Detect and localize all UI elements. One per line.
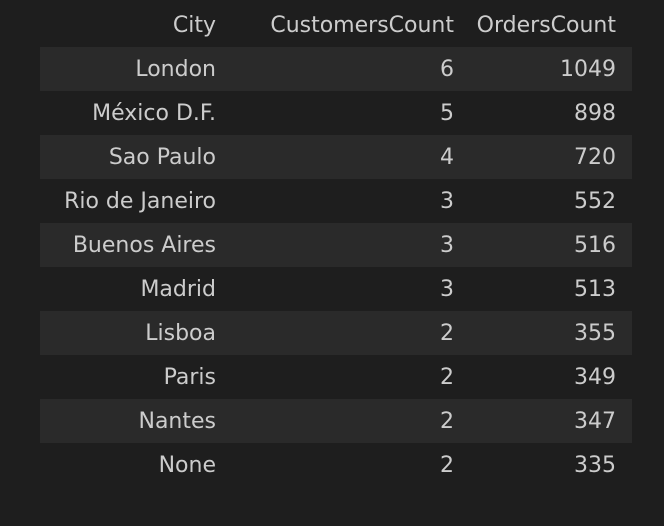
cell-orderscount: 516 <box>574 232 616 258</box>
cell-customerscount: 3 <box>440 188 454 214</box>
cell-orderscount: 513 <box>574 276 616 302</box>
cell-customerscount: 6 <box>440 56 454 82</box>
cell-customerscount: 3 <box>440 232 454 258</box>
table-row: Madrid 3 513 <box>40 267 632 311</box>
table-row: Lisboa 2 355 <box>40 311 632 355</box>
table-row: None 2 335 <box>40 443 632 487</box>
cell-city: Lisboa <box>145 320 216 346</box>
cell-city: Rio de Janeiro <box>64 188 216 214</box>
cell-city: Buenos Aires <box>72 232 216 258</box>
cell-city: None <box>158 452 216 478</box>
table-row: Rio de Janeiro 3 552 <box>40 179 632 223</box>
cell-customerscount: 3 <box>440 276 454 302</box>
cell-customerscount: 2 <box>440 408 454 434</box>
cell-orderscount: 355 <box>574 320 616 346</box>
cell-city: México D.F. <box>92 100 216 126</box>
table-row: Paris 2 349 <box>40 355 632 399</box>
cell-orderscount: 349 <box>574 364 616 390</box>
cell-orderscount: 347 <box>574 408 616 434</box>
cell-city: Nantes <box>138 408 216 434</box>
table-row: Nantes 2 347 <box>40 399 632 443</box>
table-row: London 6 1049 <box>40 47 632 91</box>
column-header-orderscount[interactable]: OrdersCount <box>476 12 616 38</box>
cell-orderscount: 720 <box>574 144 616 170</box>
table-row: Buenos Aires 3 516 <box>40 223 632 267</box>
cell-customerscount: 2 <box>440 364 454 390</box>
cell-orderscount: 335 <box>574 452 616 478</box>
cell-orderscount: 898 <box>574 100 616 126</box>
cell-city: Paris <box>163 364 216 390</box>
cell-orderscount: 552 <box>574 188 616 214</box>
cell-orderscount: 1049 <box>560 56 616 82</box>
cell-customerscount: 5 <box>440 100 454 126</box>
cell-city: Madrid <box>140 276 216 302</box>
table-row: Sao Paulo 4 720 <box>40 135 632 179</box>
table-row: México D.F. 5 898 <box>40 91 632 135</box>
column-header-city[interactable]: City <box>172 12 216 38</box>
cell-city: London <box>135 56 216 82</box>
cell-city: Sao Paulo <box>108 144 216 170</box>
cell-customerscount: 4 <box>440 144 454 170</box>
cell-customerscount: 2 <box>440 452 454 478</box>
results-table: City CustomersCount OrdersCount London 6… <box>40 3 632 487</box>
cell-customerscount: 2 <box>440 320 454 346</box>
table-header-row: City CustomersCount OrdersCount <box>40 3 632 47</box>
column-header-customerscount[interactable]: CustomersCount <box>270 12 454 38</box>
